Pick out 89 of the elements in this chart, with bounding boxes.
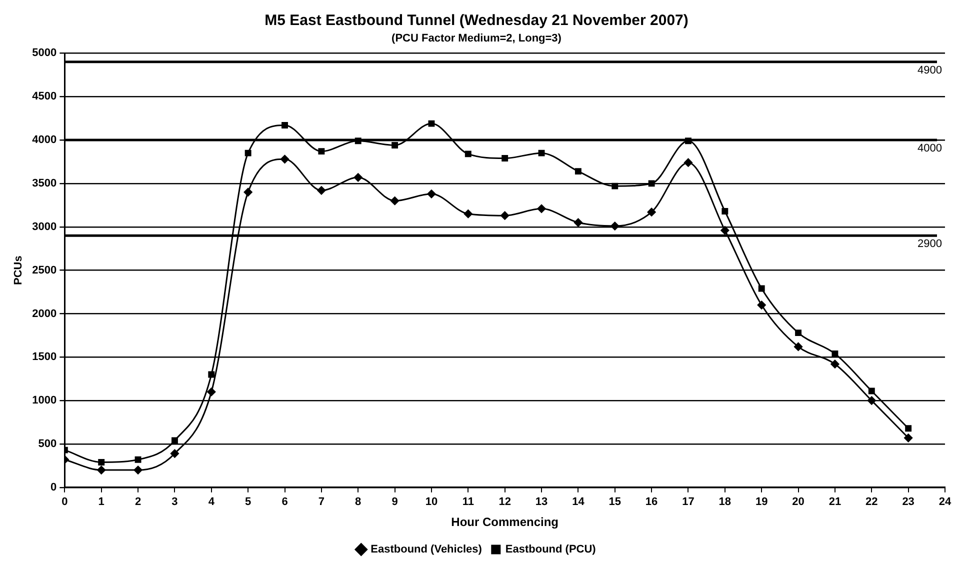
point bbox=[684, 158, 692, 167]
legend-label: Eastbound (PCU) bbox=[505, 544, 596, 556]
x-tick-label: 12 bbox=[498, 496, 511, 508]
y-axis-title: PCUs bbox=[12, 256, 25, 285]
point bbox=[317, 186, 326, 195]
point bbox=[171, 437, 178, 444]
point bbox=[758, 285, 765, 292]
y-tick-label: 3500 bbox=[32, 177, 57, 190]
x-tick-label: 19 bbox=[755, 496, 768, 508]
point bbox=[97, 466, 106, 474]
x-tick-label: 4 bbox=[208, 496, 216, 508]
point bbox=[502, 155, 508, 162]
x-tick-label: 1 bbox=[98, 496, 104, 508]
x-tick-label: 15 bbox=[608, 496, 621, 508]
point bbox=[722, 208, 728, 214]
point bbox=[98, 458, 105, 466]
point bbox=[354, 173, 362, 182]
point bbox=[244, 188, 252, 196]
point bbox=[574, 168, 582, 175]
x-tick-label: 8 bbox=[355, 496, 362, 508]
x-tick-label: 24 bbox=[938, 496, 952, 508]
y-tick-label: 500 bbox=[38, 438, 57, 450]
x-tick-label: 23 bbox=[902, 496, 914, 508]
x-axis-title: Hour Commencing bbox=[451, 515, 559, 530]
point bbox=[207, 388, 216, 396]
y-tick-label: 4500 bbox=[32, 90, 57, 103]
point bbox=[244, 150, 252, 156]
point bbox=[868, 388, 875, 394]
x-tick-label: 20 bbox=[792, 496, 804, 508]
point bbox=[170, 449, 179, 458]
point bbox=[538, 150, 545, 156]
point bbox=[318, 148, 325, 155]
x-tick-label: 2 bbox=[134, 496, 142, 508]
point bbox=[392, 142, 398, 148]
x-tick-label: 14 bbox=[572, 496, 586, 508]
ref-line-label: 4000 bbox=[918, 142, 942, 155]
point bbox=[390, 196, 400, 206]
point bbox=[795, 330, 802, 336]
point bbox=[500, 211, 510, 220]
x-tick-label: 22 bbox=[866, 496, 878, 508]
chart-subtitle: (PCU Factor Medium=2, Long=3) bbox=[392, 32, 562, 45]
x-tick-label: 7 bbox=[318, 496, 324, 508]
x-tick-label: 11 bbox=[462, 496, 474, 508]
point bbox=[904, 434, 913, 442]
point bbox=[794, 342, 803, 351]
chart-title: M5 East Eastbound Tunnel (Wednesday 21 November 2007) bbox=[264, 12, 688, 30]
y-tick-label: 5000 bbox=[32, 47, 57, 60]
point bbox=[647, 208, 656, 216]
point bbox=[464, 150, 472, 158]
point bbox=[832, 350, 838, 357]
point bbox=[610, 222, 620, 230]
point bbox=[612, 182, 618, 190]
x-tick-label: 0 bbox=[62, 496, 68, 508]
y-tick-label: 1000 bbox=[32, 394, 57, 407]
point bbox=[134, 456, 142, 463]
point bbox=[574, 218, 582, 227]
y-tick-label: 0 bbox=[50, 481, 57, 494]
point bbox=[134, 466, 142, 474]
y-tick-label: 4000 bbox=[32, 134, 57, 146]
x-tick-label: 6 bbox=[282, 496, 288, 508]
ref-line-label: 4900 bbox=[918, 64, 942, 76]
x-tick-label: 18 bbox=[718, 496, 732, 508]
point bbox=[280, 154, 290, 164]
point bbox=[905, 425, 912, 432]
y-tick-label: 2500 bbox=[32, 264, 57, 276]
x-tick-label: 13 bbox=[535, 496, 548, 508]
x-tick-label: 5 bbox=[245, 496, 252, 508]
y-tick-label: 3000 bbox=[32, 220, 57, 233]
x-tick-label: 10 bbox=[425, 496, 438, 508]
y-tick-label: 2000 bbox=[32, 308, 57, 320]
point bbox=[208, 371, 215, 378]
point bbox=[867, 396, 876, 405]
ref-line-label: 2900 bbox=[918, 238, 942, 250]
point bbox=[757, 300, 766, 310]
x-tick-label: 16 bbox=[645, 496, 658, 508]
x-tick-label: 9 bbox=[392, 496, 398, 508]
point bbox=[427, 190, 436, 198]
point bbox=[830, 360, 840, 368]
point bbox=[464, 210, 472, 218]
point bbox=[720, 226, 730, 235]
point bbox=[282, 122, 288, 128]
x-tick-label: 21 bbox=[828, 496, 842, 508]
x-tick-label: 17 bbox=[682, 496, 694, 508]
point bbox=[648, 180, 655, 187]
y-tick-label: 1500 bbox=[32, 351, 57, 364]
legend-label: Eastbound (Vehicles) bbox=[370, 544, 482, 556]
x-tick-label: 3 bbox=[172, 496, 178, 508]
point bbox=[537, 204, 546, 213]
point bbox=[428, 120, 435, 127]
